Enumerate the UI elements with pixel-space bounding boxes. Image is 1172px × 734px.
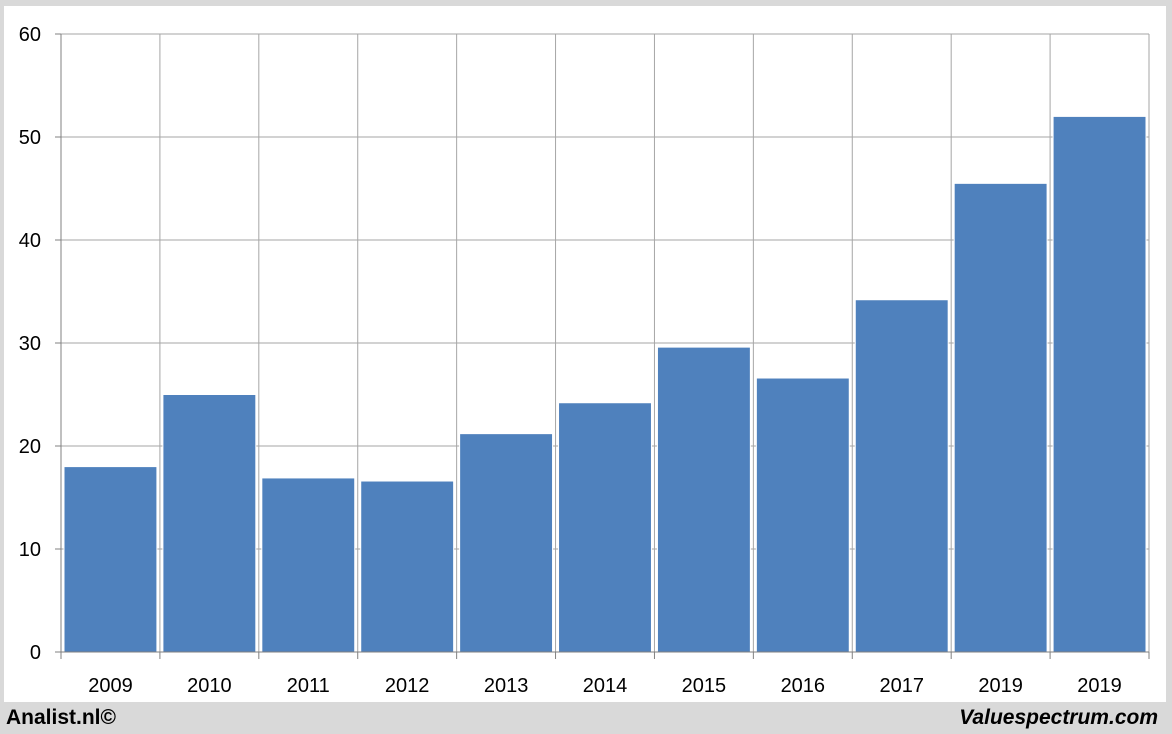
axis-layer: 0 10 20 30 40 50 60 2009 2010 2011 2012 2013 2014 201… (19, 24, 1150, 697)
x-tick-label: 2016 (781, 675, 826, 697)
bar (953, 182, 1048, 653)
x-tick-label: 2010 (187, 675, 232, 697)
x-tick-label: 2017 (879, 675, 924, 697)
bar (162, 394, 257, 653)
y-tick-label: 10 (19, 539, 41, 561)
y-tick-label: 20 (19, 436, 41, 458)
x-tick-label: 2019 (1077, 675, 1122, 697)
y-tick-label: 40 (19, 230, 41, 252)
bar (63, 466, 158, 653)
bar-layer (63, 115, 1147, 653)
bar (261, 477, 356, 653)
x-tick-label: 2009 (88, 675, 133, 697)
y-tick-label: 50 (19, 127, 41, 149)
y-tick-label: 0 (30, 642, 41, 664)
y-tick-label: 60 (19, 24, 41, 46)
bar (459, 433, 554, 653)
x-tick-label: 2015 (682, 675, 727, 697)
bar (1052, 115, 1147, 653)
bar (360, 480, 455, 653)
footer-credit-right: Valuespectrum.com (959, 706, 1158, 729)
footer-credit-left: Analist.nl© (6, 706, 116, 729)
bar (656, 346, 751, 653)
bar (755, 377, 850, 653)
bar (558, 402, 652, 653)
y-tick-label: 30 (19, 333, 41, 355)
x-tick-label: 2013 (484, 675, 529, 697)
bar (854, 299, 949, 653)
x-tick-label: 2014 (583, 675, 628, 697)
x-tick-label: 2019 (978, 675, 1023, 697)
x-tick-label: 2012 (385, 675, 430, 697)
x-tick-label: 2011 (287, 675, 330, 697)
